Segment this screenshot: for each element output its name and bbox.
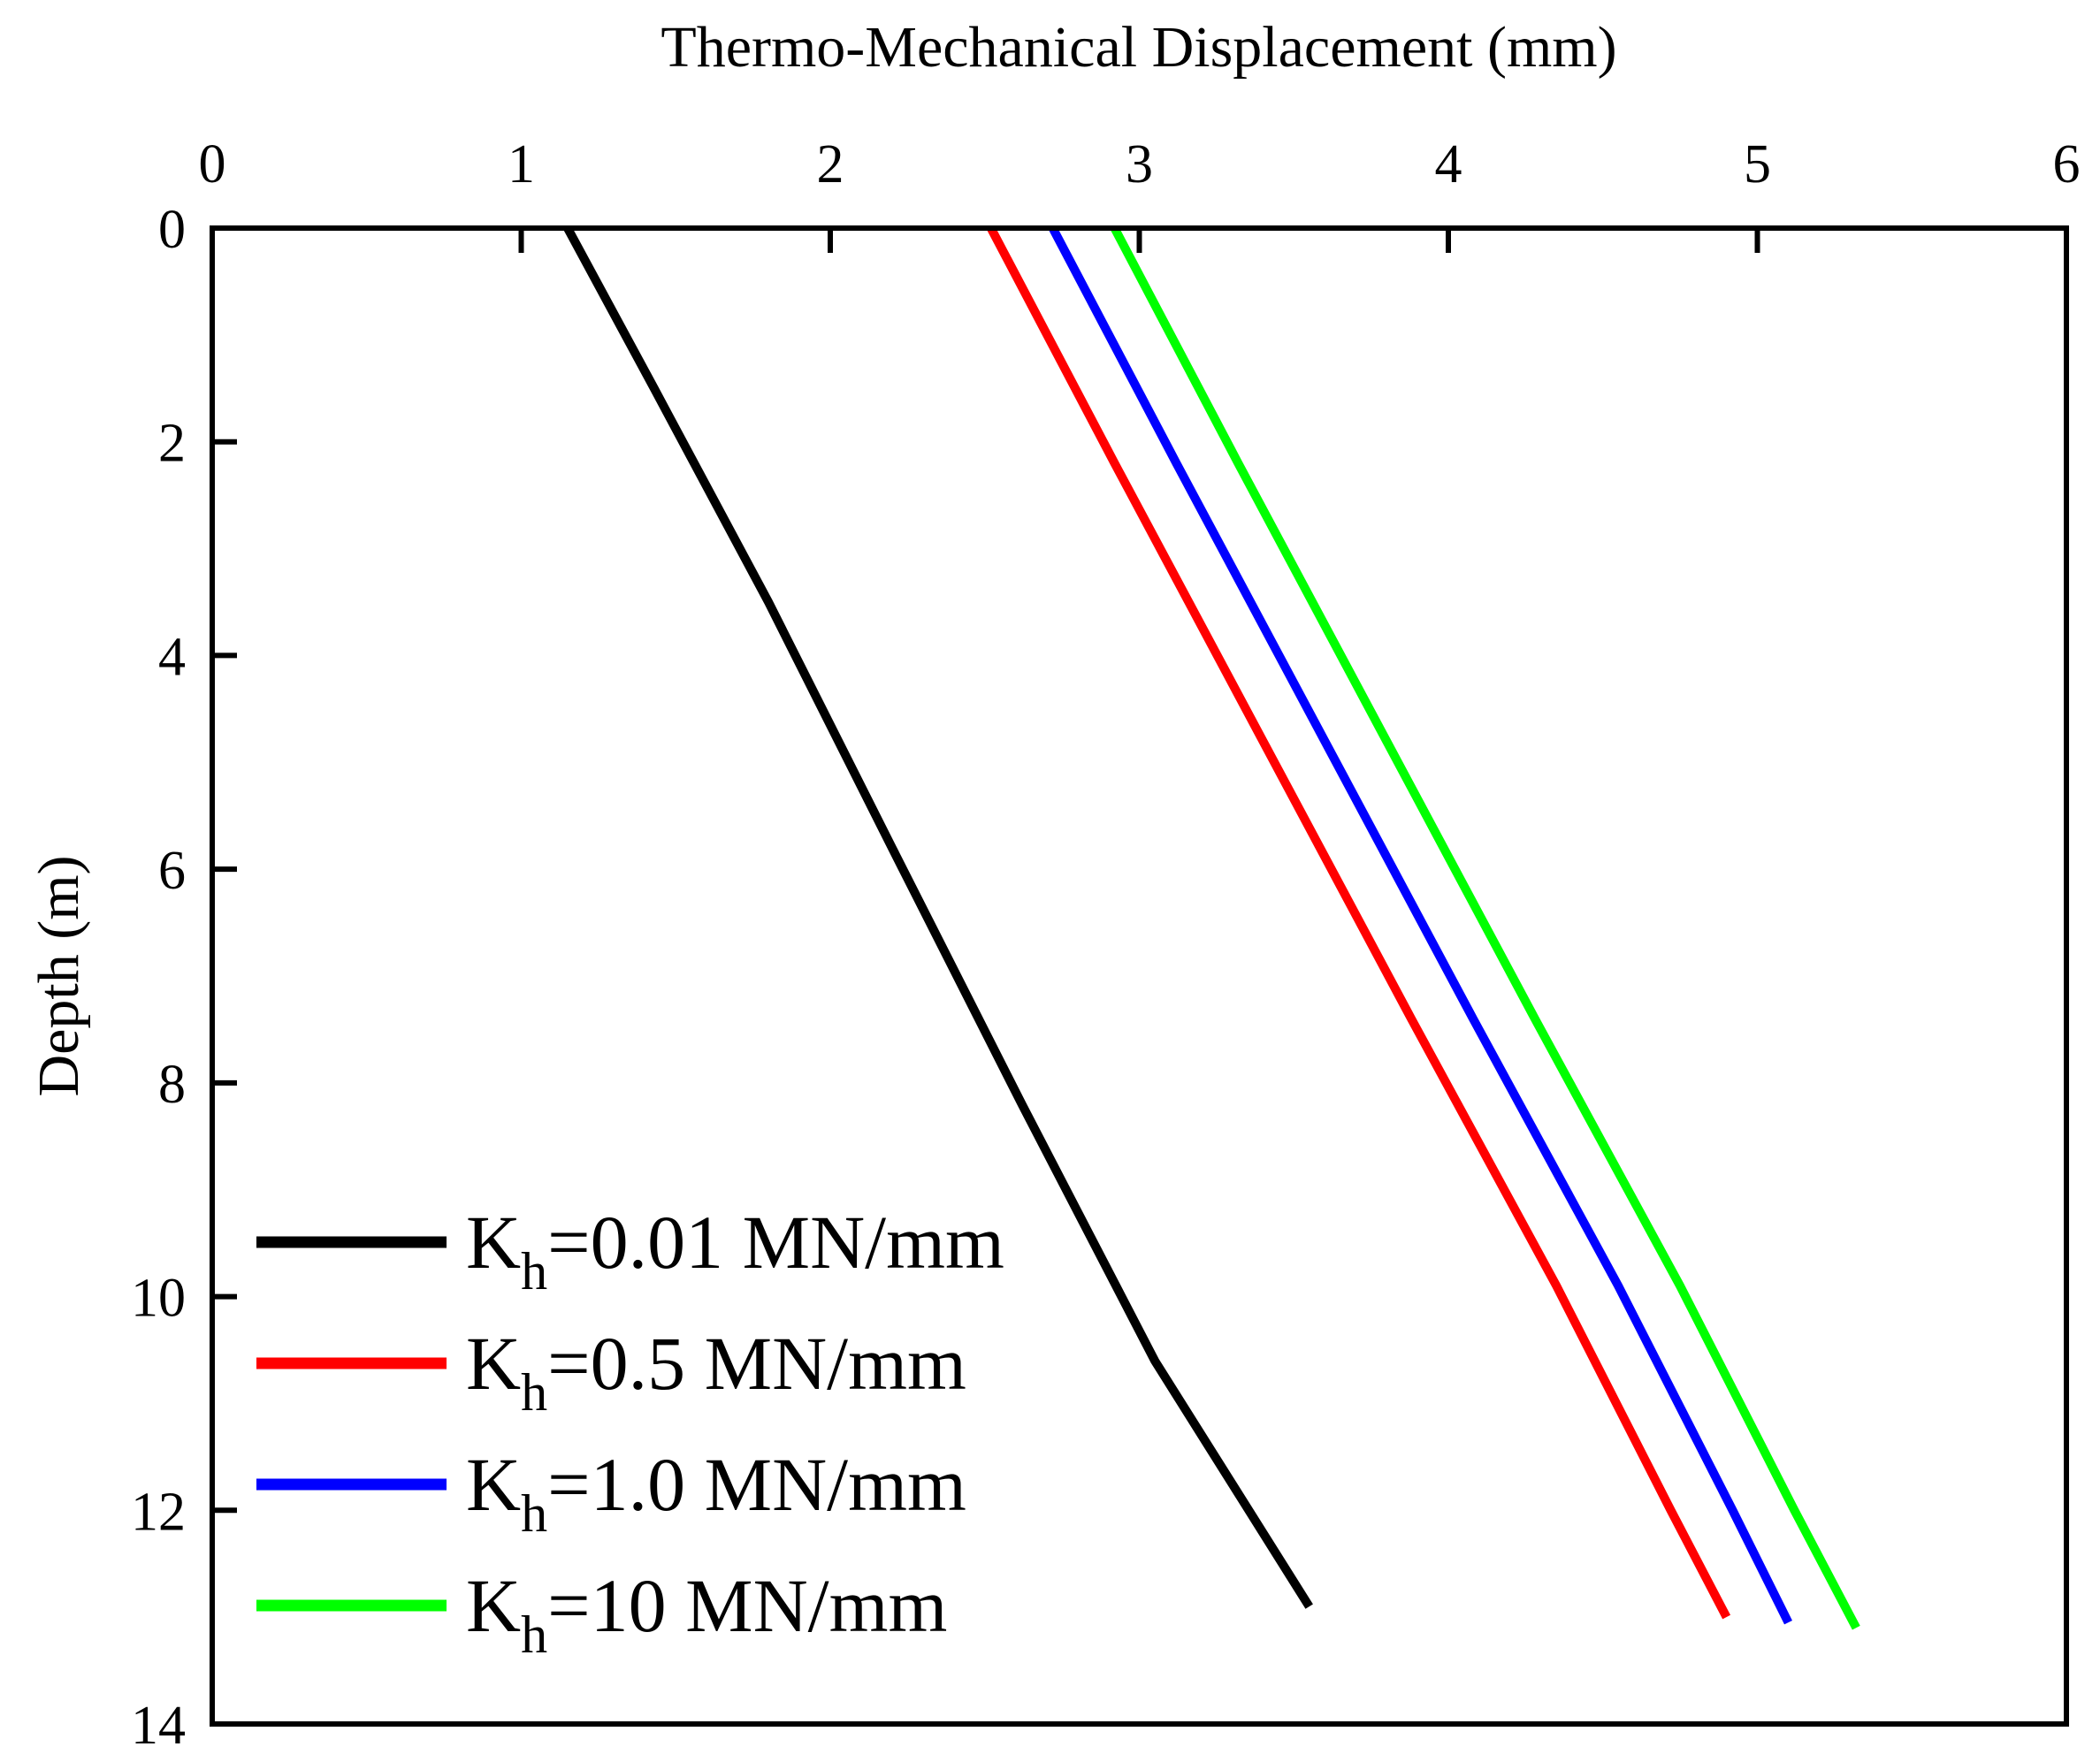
y-tick-label: 2 [158,414,186,474]
x-tick-label: 1 [508,134,535,195]
legend-label-subscript: h [521,1242,547,1301]
legend-label-subscript: h [521,1363,547,1422]
legend-label-subscript: h [521,1484,547,1543]
y-tick-label: 10 [131,1269,186,1329]
x-axis-title: Thermo-Mechanical Displacement (mm) [661,15,1616,80]
legend-label-main: K [466,1321,521,1406]
series-line-2 [1049,225,1792,1625]
y-tick-label: 12 [131,1482,186,1542]
y-axis-title: Depth (m) [27,855,91,1096]
x-tick-label: 4 [1435,134,1462,195]
y-tick-label: 0 [158,200,186,260]
legend-label-1: Kh=0.5 MN/mm [466,1321,966,1422]
x-tick-label: 5 [1744,134,1771,195]
legend-label-rest: =1.0 MN/mm [547,1442,966,1527]
legend-label-main: K [466,1442,521,1527]
legend-label-3: Kh=10 MN/mm [466,1563,947,1664]
x-tick-label: 2 [817,134,844,195]
y-tick-label: 8 [158,1055,186,1115]
series-line-1 [987,225,1731,1620]
series-line-3 [1111,225,1860,1630]
legend-label-main: K [466,1563,521,1648]
legend-label-subscript: h [521,1606,547,1664]
legend-label-0: Kh=0.01 MN/mm [466,1200,1004,1301]
x-tick-label: 6 [2053,134,2081,195]
y-tick-label: 6 [158,841,186,901]
legend-label-main: K [466,1200,521,1285]
legend-label-rest: =0.01 MN/mm [547,1200,1004,1285]
legend-label-2: Kh=1.0 MN/mm [466,1442,966,1543]
y-tick-label: 14 [131,1696,186,1756]
x-tick-label: 3 [1126,134,1153,195]
series-line-0 [563,225,1313,1609]
legend-label-rest: =0.5 MN/mm [547,1321,966,1406]
x-tick-label: 0 [199,134,226,195]
series-layer [563,225,1860,1630]
y-tick-label: 4 [158,627,186,687]
legend-label-rest: =10 MN/mm [547,1563,947,1648]
